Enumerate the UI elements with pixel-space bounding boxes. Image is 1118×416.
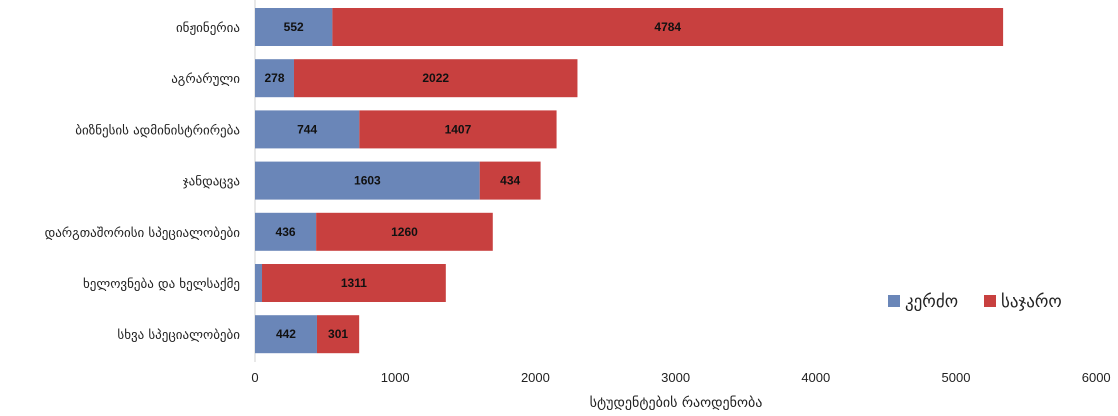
x-tick-label: 6000 <box>1082 370 1111 385</box>
legend-label-public: საჯარო <box>1001 292 1062 312</box>
x-tick-label: 4000 <box>801 370 830 385</box>
data-label: 1407 <box>445 122 472 136</box>
data-label: 552 <box>284 20 304 34</box>
data-label: 434 <box>500 174 520 188</box>
category-label: ჯანდაცვა <box>183 175 240 190</box>
bar-private <box>255 8 333 46</box>
legend: კერძო საჯარო <box>888 292 1062 312</box>
category-label: დარგთაშორისი სპეციალობები <box>45 226 241 241</box>
data-label: 1260 <box>391 225 418 239</box>
bar-public <box>316 212 493 251</box>
category-label: აგრარული <box>171 72 240 87</box>
bar-public <box>359 110 557 149</box>
x-axis-title: სტუდენტების რაოდენობა <box>590 394 763 411</box>
category-label: ინჟინერია <box>176 21 240 36</box>
bar-public <box>262 264 446 302</box>
bar-public <box>293 59 578 98</box>
data-label: 301 <box>328 327 348 341</box>
x-tick-label: 2000 <box>521 370 550 385</box>
category-label: ბიზნესის ადმინისტრირება <box>75 123 240 138</box>
bar-private <box>255 161 480 200</box>
data-label: 2022 <box>422 71 449 85</box>
data-label: 1311 <box>341 276 367 290</box>
legend-label-private: კერძო <box>905 292 958 312</box>
category-label: სხვა სპეციალობები <box>117 328 240 343</box>
bar-private <box>255 315 317 354</box>
bar-private <box>255 110 360 149</box>
data-label: 744 <box>297 122 317 136</box>
bar-private <box>255 212 317 251</box>
bar-public <box>332 8 1004 46</box>
bar-private <box>255 264 263 302</box>
data-label: 278 <box>264 71 284 85</box>
category-label: ხელოვნება და ხელსაქმე <box>83 277 240 292</box>
x-tick-label: 5000 <box>942 370 971 385</box>
x-tick-label: 3000 <box>661 370 690 385</box>
data-label: 436 <box>276 225 296 239</box>
data-label: 442 <box>276 327 296 341</box>
legend-swatch-private <box>888 295 900 307</box>
bar-public <box>316 315 360 354</box>
data-label: 4784 <box>654 20 681 34</box>
bar-public <box>479 161 541 200</box>
data-label: 1603 <box>354 174 381 188</box>
legend-swatch-public <box>984 295 996 307</box>
bar-private <box>255 59 294 98</box>
x-tick-label: 0 <box>251 370 258 385</box>
x-tick-label: 1000 <box>381 370 410 385</box>
